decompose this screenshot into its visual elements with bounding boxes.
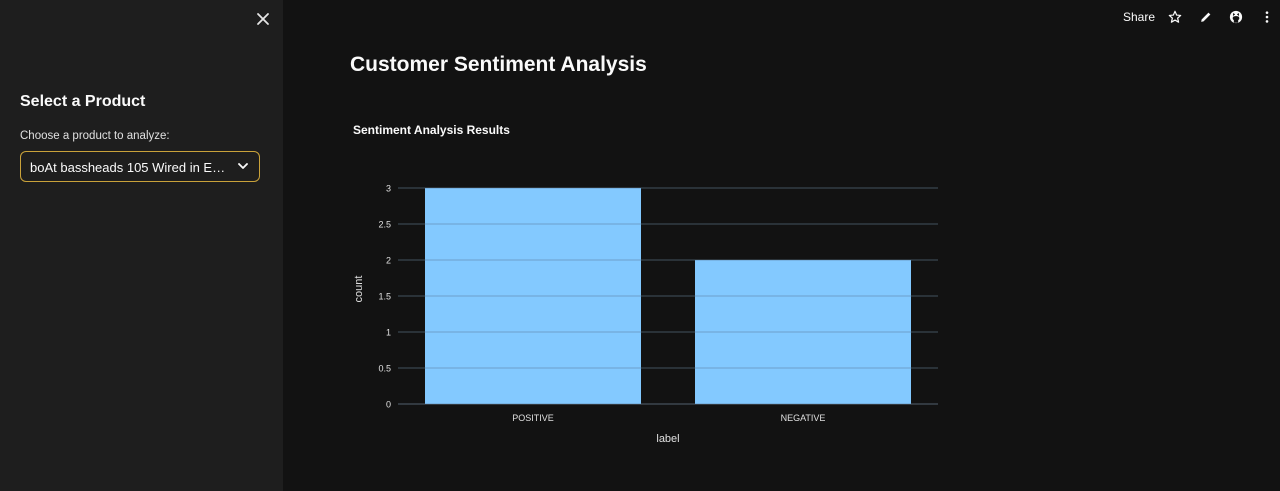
y-axis-label: count — [353, 276, 365, 303]
sidebar-heading: Select a Product — [20, 93, 146, 110]
x-tick-label: NEGATIVE — [781, 413, 826, 423]
bar-positive[interactable] — [425, 188, 641, 404]
y-tick-label: 2 — [386, 256, 391, 266]
bar-negative[interactable] — [695, 260, 911, 404]
page-title: Customer Sentiment Analysis — [350, 53, 647, 76]
product-select-label: Choose a product to analyze: — [20, 130, 170, 142]
chart-grid-overlay — [398, 187, 938, 405]
x-axis-label: label — [656, 433, 679, 445]
y-tick-label: 1 — [386, 328, 391, 338]
close-sidebar-button[interactable] — [254, 10, 272, 28]
y-tick-label: 0.5 — [378, 364, 391, 374]
chart-title: Sentiment Analysis Results — [353, 123, 510, 137]
sentiment-bar-chart: 0 0.5 1 1.5 2 2.5 3 POSITIVE NEGATIVE label coun… — [353, 184, 938, 445]
y-tick-label: 1.5 — [378, 292, 391, 302]
x-tick-label: POSITIVE — [512, 413, 554, 423]
share-button[interactable]: Share — [1123, 10, 1156, 24]
more-vertical-icon[interactable] — [1260, 10, 1274, 24]
y-tick-label: 2.5 — [378, 220, 391, 230]
sidebar: Select a Product Choose a product to ana… — [0, 0, 283, 491]
close-icon — [257, 13, 269, 25]
y-tick-label: 0 — [386, 400, 391, 410]
chevron-down-icon — [238, 163, 248, 169]
product-select-value: boAt bassheads 105 Wired in Ear Earphone… — [30, 160, 230, 175]
product-select[interactable]: boAt bassheads 105 Wired in Ear Earphone… — [20, 151, 260, 182]
star-icon[interactable] — [1168, 10, 1182, 24]
github-icon[interactable] — [1229, 10, 1243, 24]
edit-icon[interactable] — [1199, 10, 1213, 24]
y-tick-label: 3 — [386, 184, 391, 194]
chart-ticks: 0 0.5 1 1.5 2 2.5 3 POSITIVE NEGATIVE — [378, 184, 825, 424]
chart-bars — [425, 188, 911, 404]
